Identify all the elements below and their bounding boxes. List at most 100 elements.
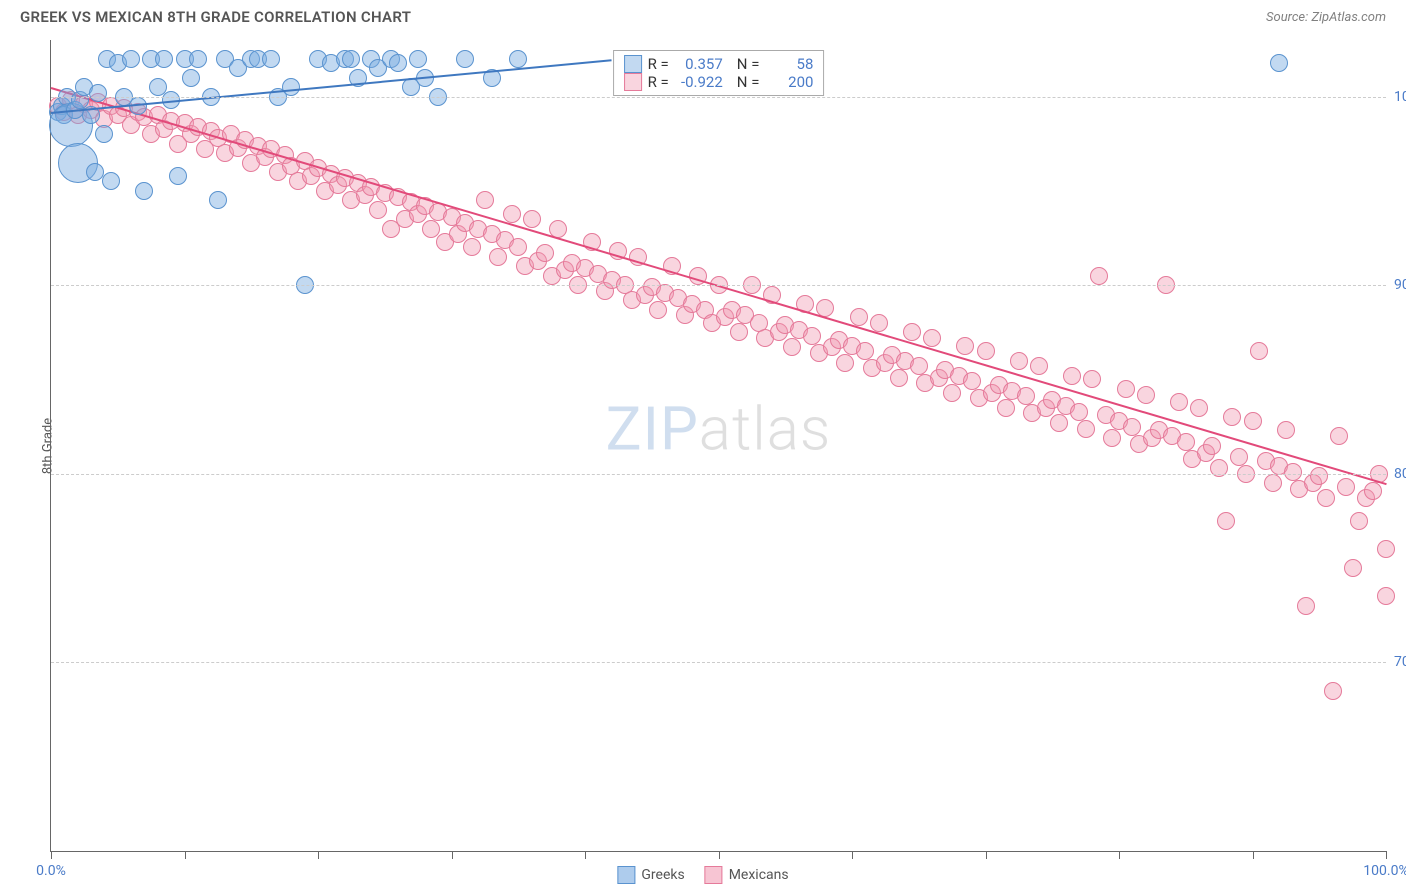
x-tick (318, 851, 319, 859)
footer-legend: Greeks Mexicans (617, 866, 788, 884)
data-point (1083, 370, 1101, 388)
data-point (1350, 512, 1368, 530)
data-point (342, 50, 360, 68)
data-point (1264, 474, 1282, 492)
data-point (1170, 393, 1188, 411)
stats-row: R =-0.922N =200 (624, 73, 814, 91)
data-point (262, 50, 280, 68)
data-point (1137, 386, 1155, 404)
legend-item: Mexicans (705, 866, 789, 884)
y-tick-label: 70.0% (1394, 654, 1406, 670)
x-tick (452, 851, 453, 859)
data-point (1203, 437, 1221, 455)
data-point (122, 50, 140, 68)
stats-row: R =0.357N =58 (624, 55, 814, 73)
data-point (155, 50, 173, 68)
data-point (1050, 414, 1068, 432)
x-tick (1253, 851, 1254, 859)
gridline (51, 474, 1386, 475)
data-point (1103, 429, 1121, 447)
data-point (1030, 357, 1048, 375)
data-point (943, 384, 961, 402)
data-point (523, 210, 541, 228)
x-tick (719, 851, 720, 859)
data-point (1190, 399, 1208, 417)
data-point (456, 50, 474, 68)
data-point (730, 323, 748, 341)
data-point (476, 191, 494, 209)
data-point (1017, 387, 1035, 405)
data-point (1230, 448, 1248, 466)
x-tick (585, 851, 586, 859)
data-point (836, 354, 854, 372)
data-point (1337, 478, 1355, 496)
stats-legend: R =0.357N =58R =-0.922N =200 (613, 50, 825, 96)
data-point (1070, 403, 1088, 421)
data-point (489, 248, 507, 266)
data-point (977, 342, 995, 360)
legend-swatch (705, 866, 723, 884)
y-tick-label: 80.0% (1394, 466, 1406, 482)
x-tick (185, 851, 186, 859)
data-point (102, 172, 120, 190)
data-point (409, 50, 427, 68)
x-tick (852, 851, 853, 859)
legend-swatch (624, 55, 642, 73)
data-point (870, 314, 888, 332)
data-point (1330, 427, 1348, 445)
x-tick (986, 851, 987, 859)
data-point (1317, 489, 1335, 507)
x-tick-label: 100.0% (1363, 863, 1406, 879)
data-point (1377, 587, 1395, 605)
legend-swatch (617, 866, 635, 884)
data-point (135, 182, 153, 200)
legend-item: Greeks (617, 866, 684, 884)
data-point (803, 327, 821, 345)
x-tick (1119, 851, 1120, 859)
data-point (1063, 367, 1081, 385)
data-point (1217, 512, 1235, 530)
data-point (890, 369, 908, 387)
x-tick (51, 851, 52, 859)
data-point (509, 238, 527, 256)
data-point (783, 338, 801, 356)
trend-line (51, 87, 1387, 485)
chart-title: GREEK VS MEXICAN 8TH GRADE CORRELATION C… (20, 8, 411, 26)
data-point (1310, 467, 1328, 485)
data-point (95, 125, 113, 143)
data-point (1244, 412, 1262, 430)
data-point (536, 244, 554, 262)
data-point (963, 372, 981, 390)
data-point (509, 50, 527, 68)
y-tick-label: 90.0% (1394, 277, 1406, 293)
data-point (209, 191, 227, 209)
data-point (369, 201, 387, 219)
data-point (89, 84, 107, 102)
data-point (182, 69, 200, 87)
data-point (1117, 380, 1135, 398)
data-point (1077, 420, 1095, 438)
data-point (1284, 463, 1302, 481)
data-point (1297, 597, 1315, 615)
gridline (51, 97, 1386, 98)
data-point (189, 50, 207, 68)
chart-area: ZIPatlas R =0.357N =58R =-0.922N =200 70… (50, 40, 1386, 852)
data-point (1324, 682, 1342, 700)
data-point (1377, 540, 1395, 558)
data-point (910, 357, 928, 375)
data-point (1010, 352, 1028, 370)
data-point (649, 301, 667, 319)
data-point (856, 342, 874, 360)
data-point (1090, 267, 1108, 285)
source-label: Source: ZipAtlas.com (1266, 10, 1386, 25)
plot-area (51, 40, 1386, 851)
data-point (1123, 418, 1141, 436)
data-point (903, 323, 921, 341)
data-point (923, 329, 941, 347)
data-point (997, 399, 1015, 417)
data-point (1344, 559, 1362, 577)
data-point (1277, 421, 1295, 439)
data-point (1250, 342, 1268, 360)
x-tick (1386, 851, 1387, 859)
data-point (389, 54, 407, 72)
